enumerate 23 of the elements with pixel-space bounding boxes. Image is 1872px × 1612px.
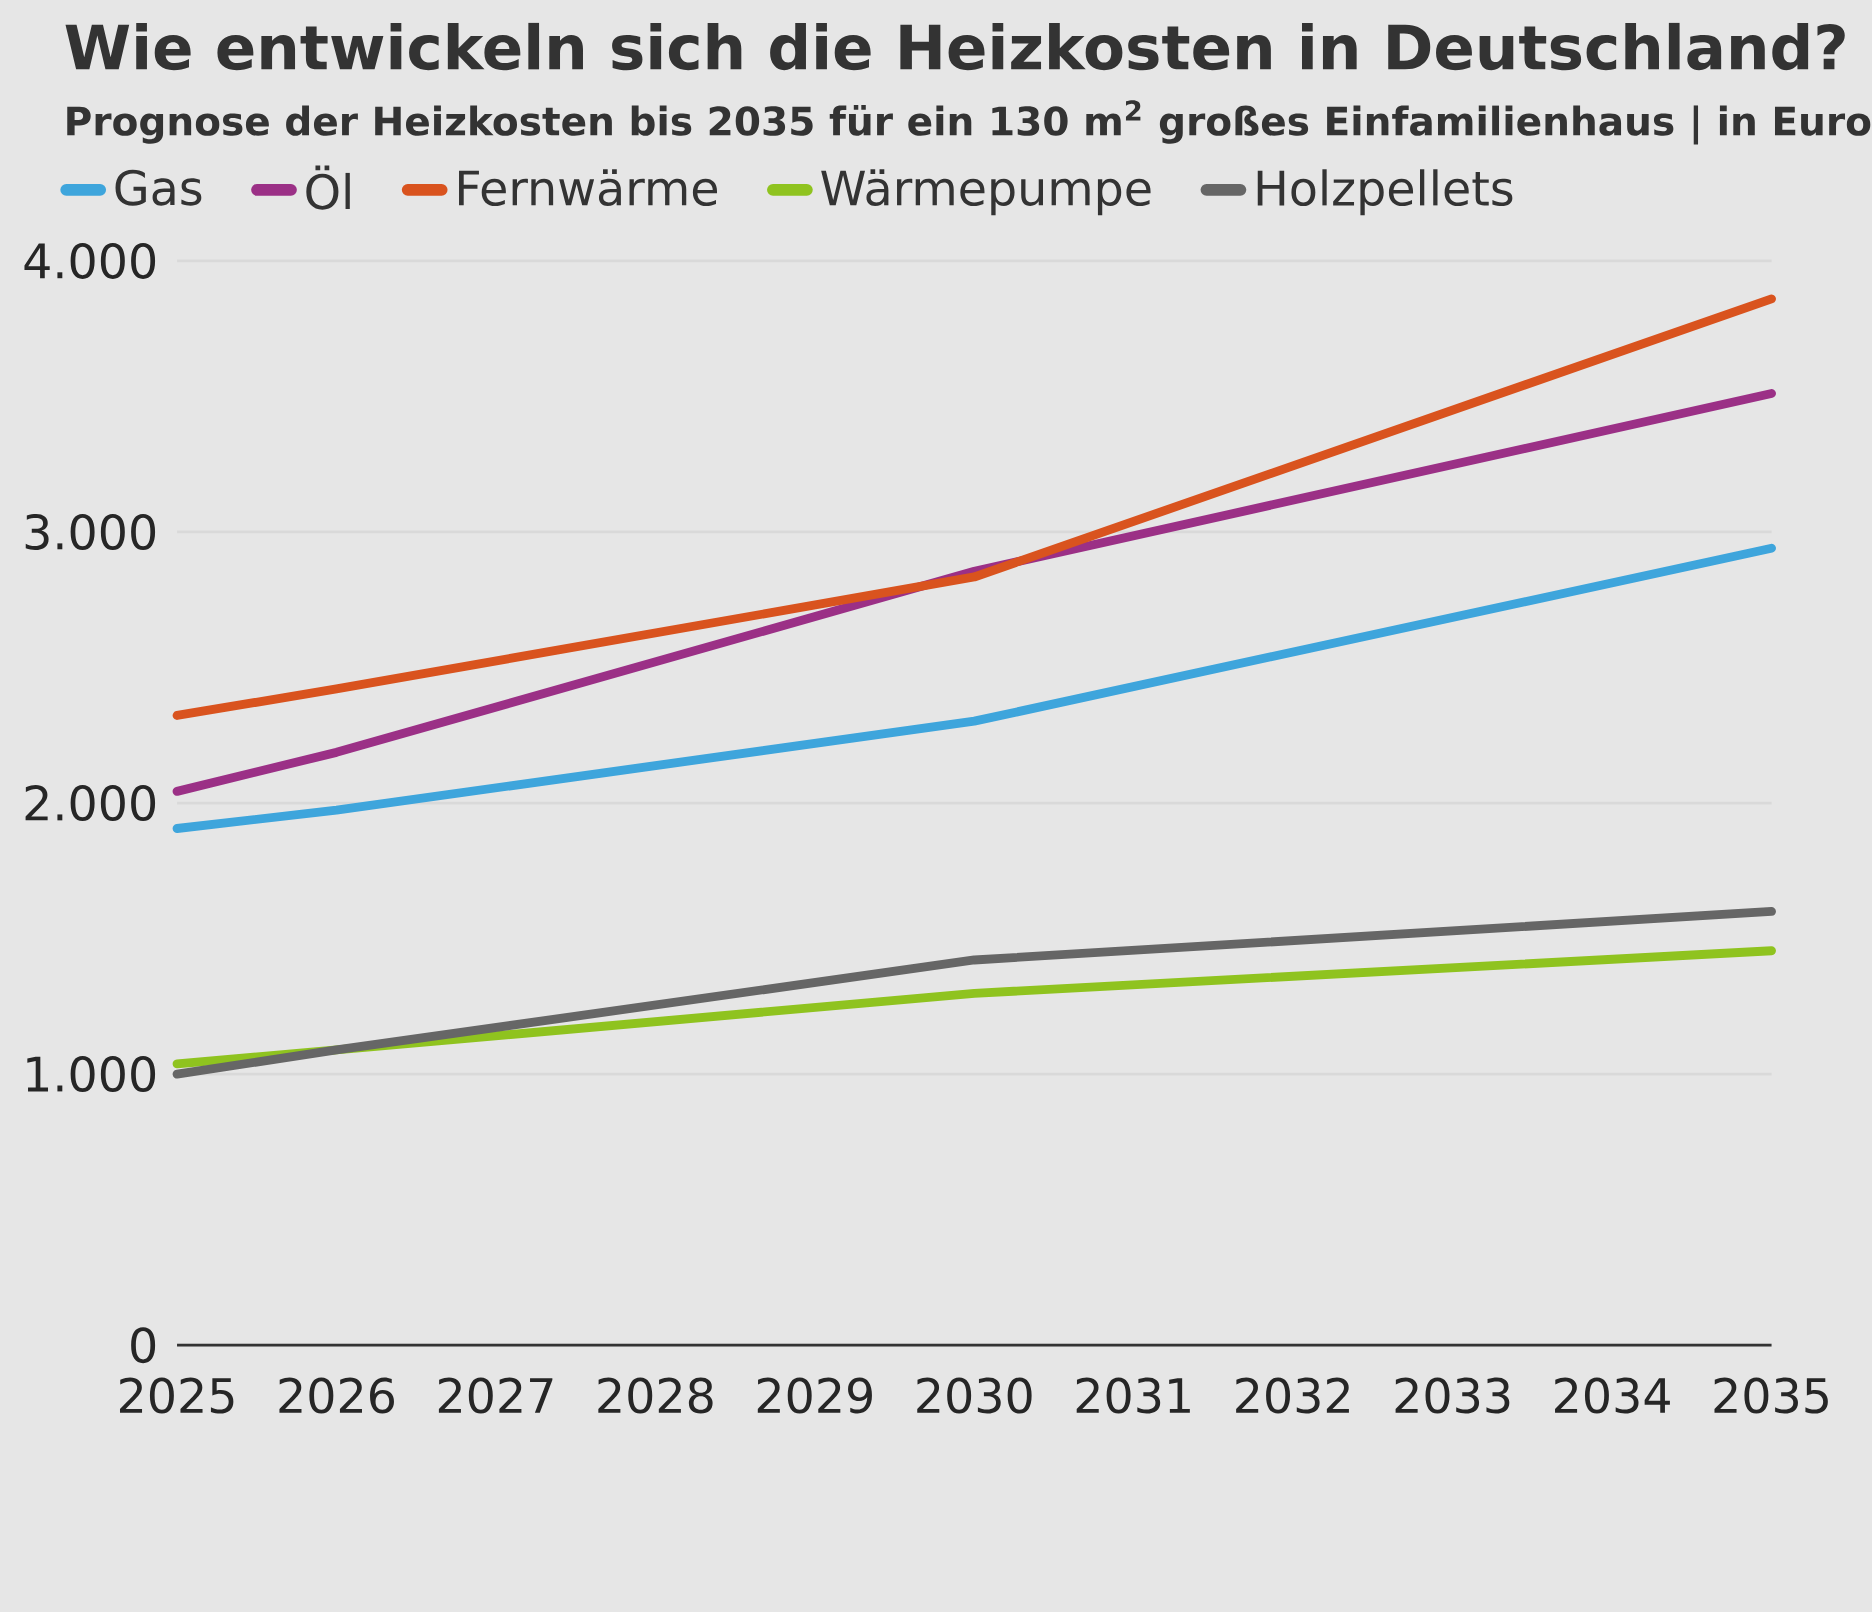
x-tick-label: 2027 (438, 1377, 553, 1414)
y-tick-label: 1.000 (27, 1056, 156, 1093)
legend-label: Holzpellets (1257, 169, 1513, 216)
x-tick-label: 2026 (279, 1377, 394, 1414)
y-tick-label: 2.000 (25, 785, 156, 822)
legend-label: Wärmepumpe (821, 169, 1151, 216)
legend-label: Fernwärme (459, 169, 718, 207)
x-tick-label: 2033 (1395, 1377, 1510, 1414)
y-tick-label: 0 (131, 1327, 156, 1364)
x-tick-label: 2029 (757, 1377, 872, 1414)
x-tick-label: 2032 (1236, 1377, 1349, 1414)
y-tick-label: 3.000 (25, 514, 156, 551)
x-tick-label: 2030 (917, 1377, 1032, 1414)
legend-label: Gas (115, 169, 202, 206)
chart-subtitle: Prognose der Heizkosten bis 2035 für ein 130 m$^{2}$ großes Einfamilienhaus | in Euro (67, 100, 1871, 145)
x-tick-label: 2035 (1714, 1377, 1828, 1414)
x-tick-label: 2031 (1076, 1377, 1190, 1414)
x-tick-label: 2028 (598, 1377, 713, 1414)
y-tick-label: 4.000 (24, 242, 156, 279)
x-tick-label: 2034 (1555, 1377, 1670, 1414)
legend-label: Öl (306, 165, 350, 210)
x-tick-label: 2025 (119, 1377, 234, 1414)
chart-title: Wie entwickeln sich die Heizkosten in Deutschland? (65, 22, 1845, 71)
